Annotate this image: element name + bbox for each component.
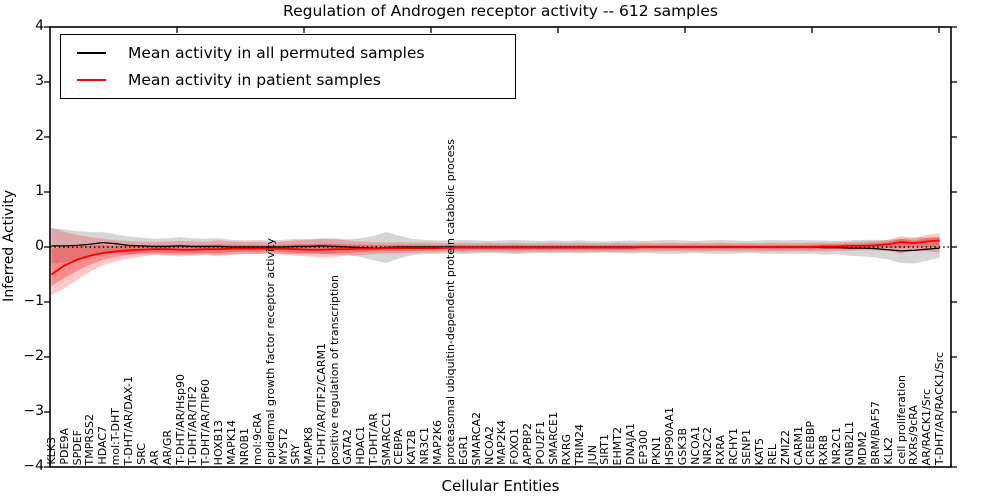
x-tick-label: GNB2L1	[843, 420, 857, 465]
x-tick-label: EHMT2	[611, 426, 625, 465]
x-tick-label: T-DHT/AR/RACK1/Src	[933, 351, 947, 465]
y-tick-label: −2	[23, 348, 44, 364]
x-tick-label: SIRT1	[598, 434, 612, 465]
x-tick-label: MAPK8	[302, 427, 316, 465]
x-tick-label: CARM1	[791, 425, 805, 465]
x-tick-label: BRM/BAF57	[868, 401, 882, 465]
x-tick-label: HDAC7	[96, 426, 110, 465]
x-tick-label: AR	[147, 449, 161, 465]
legend-entry-permuted: Mean activity in all permuted samples	[61, 44, 515, 62]
x-tick-label: POU2F1	[534, 421, 548, 465]
permuted-samples-std-band	[51, 228, 940, 264]
legend-entry-patient: Mean activity in patient samples	[61, 71, 515, 89]
x-tick-label: RXRs/9cRA	[907, 404, 921, 465]
x-tick-label: EP300	[637, 430, 651, 465]
x-tick-label: PDE9A	[57, 428, 71, 465]
x-tick-label: APPBP2	[521, 423, 535, 465]
x-tick-label: CREBBP	[804, 421, 818, 465]
x-tick-label: RXRA	[714, 435, 728, 465]
chart-title: Regulation of Androgen receptor activity…	[283, 2, 718, 20]
y-tick-label: 1	[35, 183, 44, 199]
x-tick-label: T-DHT/AR/Hsp90	[173, 374, 187, 465]
x-tick-label: proteasomal ubiquitin-dependent protein …	[443, 139, 457, 465]
x-tick-label: RXRG	[559, 433, 573, 465]
x-tick-label: MAP2K4	[495, 420, 509, 465]
patient-samples-std-band	[51, 227, 940, 296]
x-tick-label: SENP1	[740, 429, 754, 465]
x-tick-label: mol:T-DHT	[109, 407, 123, 465]
x-tick-label: RCHY1	[727, 428, 741, 465]
x-tick-label: AR/RACK1/Src	[920, 388, 934, 465]
x-tick-label: EGR1	[456, 434, 470, 465]
x-tick-label: KLK2	[881, 437, 895, 465]
x-tick-label: HDAC1	[353, 426, 367, 465]
x-tick-label: ZMIZ2	[778, 430, 792, 465]
x-tick-label: SRC	[134, 443, 148, 465]
x-tick-label: HSP90AA1	[662, 406, 676, 465]
x-tick-label: NCOA2	[482, 426, 496, 465]
x-tick-label: PKN1	[649, 435, 663, 465]
x-tick-label: KLK3	[44, 437, 58, 465]
x-tick-label: NR0B1	[237, 427, 251, 465]
x-tick-label: MYST2	[276, 428, 290, 465]
x-tick-label: AR/GR	[160, 429, 174, 465]
x-tick-label: DNAJA1	[624, 423, 638, 465]
legend-line-sample-black	[77, 52, 106, 54]
x-tick-label: REL	[765, 444, 779, 465]
x-tick-label: T-DHT/AR/DAX-1	[122, 375, 136, 465]
x-tick-label: KAT2B	[405, 430, 419, 465]
x-tick-label: RXRB	[817, 434, 831, 465]
x-tick-label: FOXO1	[508, 428, 522, 465]
x-tick-label: positive regulation of transcription	[328, 274, 342, 465]
x-tick-label: NR2C2	[701, 427, 715, 465]
y-tick-label: 0	[35, 238, 44, 254]
legend-label: Mean activity in patient samples	[128, 71, 381, 89]
x-tick-label: KAT5	[752, 437, 766, 465]
x-tick-label: epidermal growth factor receptor activit…	[263, 238, 277, 465]
legend: Mean activity in all permuted samples Me…	[60, 34, 516, 99]
x-tick-label: SMARCA2	[469, 411, 483, 465]
legend-label: Mean activity in all permuted samples	[128, 44, 425, 62]
x-axis-label: Cellular Entities	[441, 477, 560, 495]
x-tick-label: T-DHT/AR/TIP60	[199, 378, 213, 465]
x-tick-label: T-DHT/AR/TIF2/CARM1	[315, 342, 329, 465]
y-tick-label: −3	[23, 403, 44, 419]
x-tick-label: MAP2K6	[431, 420, 445, 465]
x-tick-label: TRIM24	[572, 423, 586, 465]
x-tick-label: SRY	[289, 444, 303, 465]
x-tick-label: NR3C1	[418, 427, 432, 465]
x-tick-label: mol:9cRA	[250, 413, 264, 465]
x-tick-label: SMARCE1	[546, 412, 560, 465]
x-tick-label: SPDEF	[70, 429, 84, 465]
legend-line-sample-red	[77, 79, 106, 81]
patient-mean-line	[50, 239, 940, 276]
x-tick-label: NCOA1	[688, 426, 702, 465]
x-tick-label: T-DHT/AR/TIF2	[186, 385, 200, 465]
y-tick-label: 4	[35, 18, 44, 34]
x-tick-label: GSK3B	[675, 427, 689, 465]
x-tick-label: CEBPA	[392, 429, 406, 465]
y-tick-label: −1	[23, 293, 44, 309]
x-tick-label: cell proliferation	[894, 375, 908, 465]
x-tick-label: TMPRSS2	[83, 413, 97, 465]
y-tick-label: 3	[35, 73, 44, 89]
x-tick-label: GATA2	[340, 429, 354, 465]
y-tick-label: 2	[35, 128, 44, 144]
x-tick-label: T-DHT/AR	[366, 412, 380, 465]
y-tick-label: −4	[23, 458, 44, 474]
x-tick-label: HOXB13	[212, 419, 226, 465]
x-tick-label: JUN	[585, 445, 599, 465]
x-tick-label: NR2C1	[830, 427, 844, 465]
x-tick-label: SMARCC1	[379, 411, 393, 465]
x-tick-label: MAPK14	[225, 420, 239, 465]
x-tick-label: MDM2	[855, 430, 869, 465]
